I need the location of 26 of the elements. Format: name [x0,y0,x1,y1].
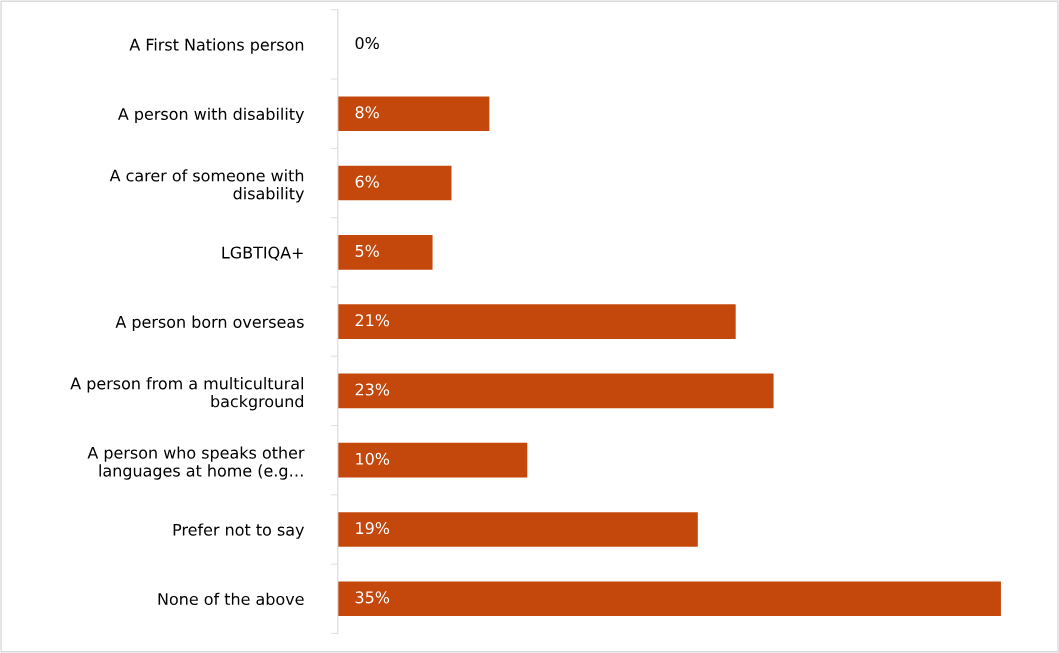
y-tick-label: A carer of someone with disability [109,169,305,203]
y-tick-label: A person born overseas [115,315,304,331]
y-tick-label: A person who speaks other languages at home (e.g… [87,446,305,480]
y-tick-label: LGBTIQA+ [222,246,303,261]
bar [337,581,1001,617]
data-label: 6% [355,175,379,188]
bar [337,234,433,270]
data-label: 19% [356,522,390,535]
data-label: 35% [355,591,390,604]
y-tick-label: A person from a multicultural background [70,377,304,411]
bar [337,96,490,132]
y-tick-label: A person with disability [117,107,305,124]
bar [337,165,452,201]
y-tick-label: A First Nations person [129,38,304,54]
data-label: 21% [355,314,390,327]
data-label: 23% [355,383,390,396]
y-tick-label: Prefer not to say [173,523,305,539]
bar [337,304,736,339]
bar [337,373,774,409]
data-label: 5% [355,244,379,257]
y-tick-label: None of the above [158,592,304,606]
bar [337,512,698,547]
data-label: 10% [356,452,390,465]
bar [337,442,528,478]
data-label: 0% [355,36,379,50]
data-label: 8% [355,106,379,119]
